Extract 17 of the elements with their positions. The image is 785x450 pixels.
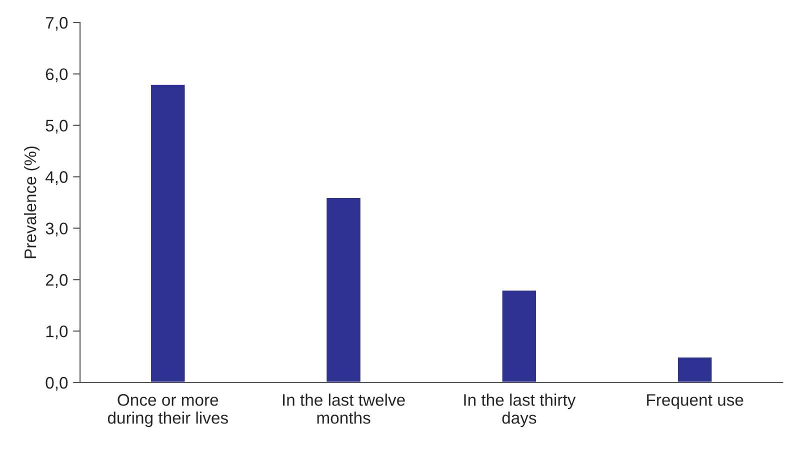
x-tick-label: Frequent use [647, 394, 744, 410]
y-tick-label: 2,0 [46, 274, 68, 288]
y-tick-label: 0,0 [46, 376, 68, 391]
y-axis-title: Prevalence (%) [24, 146, 40, 258]
y-tick-label: 6,0 [46, 68, 68, 82]
bar [325, 196, 362, 382]
x-tick-label: In the last twelve months [283, 394, 405, 424]
bar [150, 84, 186, 382]
x-tick-label: In the last thirty days [464, 394, 576, 428]
y-tick-label: 7,0 [46, 16, 68, 31]
y-tick-label: 5,0 [46, 120, 68, 134]
y-tick-label: 4,0 [45, 171, 68, 185]
y-tick-label: 3,0 [46, 222, 68, 236]
x-tick-label: Once or more during their lives [108, 394, 228, 428]
bar [676, 356, 714, 382]
y-tick-label: 1,0 [46, 325, 68, 340]
bar [500, 289, 538, 382]
